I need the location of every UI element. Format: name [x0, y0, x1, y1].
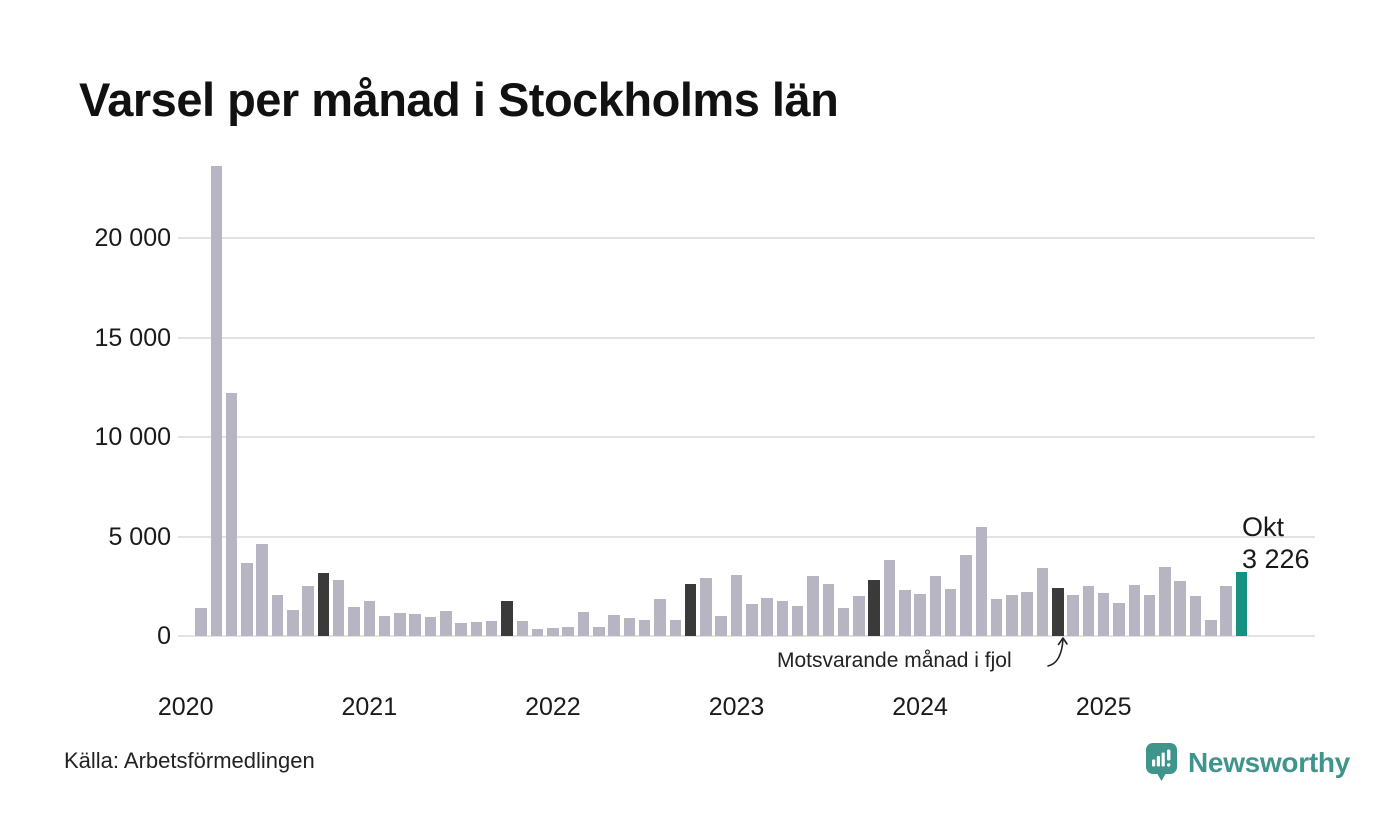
y-axis-tick-label: 15 000 [94, 323, 171, 352]
gridline-10000 [178, 436, 1315, 438]
x-axis-tick-label: 2021 [341, 693, 398, 721]
gridline-5000 [178, 535, 1315, 538]
source-attribution: Källa: Arbetsförmedlingen [64, 748, 315, 773]
latest-bar-value: 3 226 [1242, 544, 1310, 574]
bar-jun-2024 [990, 599, 1003, 636]
bar-jun-2025 [1174, 581, 1186, 636]
x-axis-tick-label: 2024 [892, 693, 948, 721]
latest-bar-month: Okt [1242, 512, 1285, 542]
bar-jul-2023 [822, 584, 835, 636]
bar-nov-2024 [1067, 595, 1079, 636]
x-axis-tick-label: 2023 [708, 693, 765, 721]
bar-sep-2021 [485, 620, 498, 636]
bar-aug-2021 [470, 621, 483, 636]
bar-apr-2024 [960, 555, 972, 636]
bar-jun-2020 [256, 543, 268, 636]
bar-aug-2022 [654, 598, 666, 636]
bar-feb-2024 [929, 576, 942, 636]
bar-jan-2024 [914, 594, 926, 636]
bar-nov-2022 [700, 578, 712, 636]
bar-apr-2021 [409, 613, 421, 636]
bar-jun-2023 [807, 576, 819, 636]
y-axis-tick-label: 20 000 [94, 224, 171, 252]
bar-jul-2025 [1189, 596, 1202, 636]
bar-jun-2021 [440, 611, 452, 636]
y-axis-tick-label: 0 [157, 622, 171, 650]
prior-year-annotation: Motsvarande månad i fjol [777, 649, 1012, 672]
bar-dec-2021 [531, 629, 544, 636]
bar-jul-2022 [638, 620, 651, 636]
bar-nov-2020 [332, 579, 345, 636]
bar-jul-2021 [455, 623, 467, 636]
bar-maj-2020 [241, 563, 253, 636]
bar-dec-2022 [715, 616, 727, 636]
bar-jan-2025 [1097, 593, 1110, 636]
bar-aug-2023 [837, 607, 850, 636]
bar-okt-2020-prior_october [317, 573, 330, 636]
bar-sep-2024 [1036, 568, 1049, 636]
bar-aug-2020 [287, 610, 299, 636]
bar-jan-2023 [730, 575, 743, 636]
bar-jan-2021 [363, 601, 376, 636]
bar-feb-2021 [378, 616, 391, 636]
y-axis-tick-label: 10 000 [94, 423, 171, 451]
gridline-15000 [178, 336, 1315, 339]
bar-mar-2020 [210, 166, 223, 636]
y-axis-tick-label: 5 000 [108, 522, 171, 551]
bar-okt-2023-prior_october [868, 579, 880, 636]
bar-sep-2025 [1220, 586, 1232, 636]
bar-jan-2022 [547, 628, 559, 636]
x-axis-tick-label: 2022 [525, 693, 581, 721]
bar-apr-2023 [776, 601, 789, 636]
bar-feb-2020 [195, 608, 207, 636]
latest-bar-label: Okt 3 226 [1242, 511, 1310, 575]
bar-maj-2024 [975, 526, 988, 636]
bar-apr-2020 [225, 393, 238, 636]
bar-okt-2024-prior_october [1052, 588, 1064, 636]
newsworthy-logo-icon [1146, 743, 1177, 781]
bar-okt-2022-prior_october [684, 583, 697, 636]
bar-maj-2025 [1159, 567, 1171, 636]
bar-okt-2025-latest [1235, 571, 1248, 636]
bar-mar-2021 [394, 612, 406, 636]
x-axis-tick-label: 2025 [1075, 693, 1132, 721]
bar-mar-2022 [577, 611, 590, 636]
bar-sep-2023 [853, 596, 865, 636]
bar-maj-2021 [424, 617, 437, 636]
bar-jul-2020 [271, 594, 284, 636]
bar-feb-2022 [562, 626, 574, 636]
bar-aug-2024 [1021, 592, 1033, 636]
bar-maj-2023 [791, 606, 804, 636]
bar-aug-2025 [1205, 620, 1217, 636]
bar-maj-2022 [608, 615, 620, 636]
bar-nov-2021 [516, 620, 529, 636]
bar-nov-2023 [883, 560, 896, 636]
bar-sep-2022 [669, 619, 682, 636]
bar-okt-2021-prior_october [501, 601, 513, 636]
chart-title: Varsel per månad i Stockholms län [79, 73, 839, 126]
bar-sep-2020 [302, 586, 314, 637]
bar-mar-2025 [1128, 585, 1141, 636]
bar-jun-2022 [623, 617, 636, 636]
bar-jul-2024 [1006, 595, 1018, 636]
bar-apr-2025 [1143, 595, 1156, 636]
curved-arrow-up-icon [1047, 637, 1068, 667]
bar-apr-2022 [593, 627, 605, 636]
bar-feb-2023 [746, 604, 758, 636]
bar-mar-2024 [944, 589, 957, 636]
bar-dec-2023 [899, 589, 911, 636]
bar-mar-2023 [761, 598, 773, 636]
gridline-20000 [178, 237, 1315, 239]
bar-feb-2025 [1113, 603, 1125, 636]
x-axis-tick-label: 2020 [157, 693, 214, 721]
bar-dec-2020 [348, 606, 360, 636]
newsworthy-logo-text: Newsworthy [1188, 747, 1350, 778]
bar-dec-2024 [1082, 586, 1095, 637]
gridline-0 [178, 635, 1315, 637]
